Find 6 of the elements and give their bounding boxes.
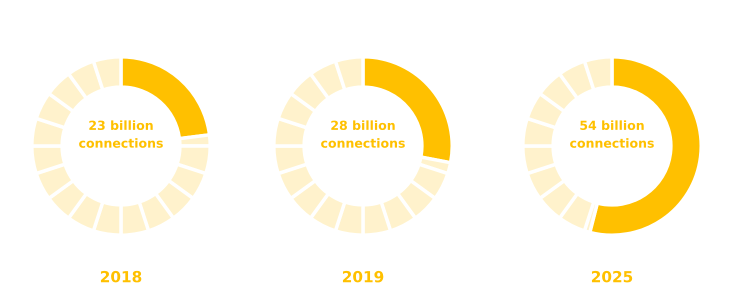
text: 28 billion connections (321, 120, 405, 148)
text: 54 billion connections (570, 120, 654, 148)
text: 2019 (342, 270, 384, 282)
text: 2025 (592, 270, 632, 282)
text: 23 billion connections (79, 120, 163, 148)
text: 2018 (100, 270, 142, 282)
